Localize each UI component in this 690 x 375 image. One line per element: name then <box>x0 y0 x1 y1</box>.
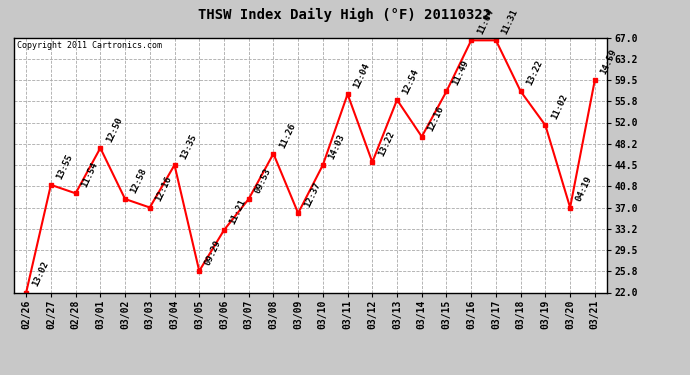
Text: 12:50: 12:50 <box>104 116 124 144</box>
Text: 13:02: 13:02 <box>30 260 50 288</box>
Text: 12:54: 12:54 <box>401 68 421 96</box>
Text: 11:31: 11:31 <box>500 8 520 36</box>
Text: 12:16: 12:16 <box>154 175 173 203</box>
Text: 13:35: 13:35 <box>179 133 198 161</box>
Text: 09:29: 09:29 <box>204 238 223 267</box>
Text: 14:03: 14:03 <box>327 133 346 161</box>
Text: 11:04: 11:04 <box>475 8 495 36</box>
Text: 11:21: 11:21 <box>228 198 248 226</box>
Text: 11:26: 11:26 <box>277 122 297 150</box>
Text: 13:22: 13:22 <box>377 130 396 158</box>
Text: 13:22: 13:22 <box>525 59 544 87</box>
Text: 12:37: 12:37 <box>302 181 322 209</box>
Text: 11:02: 11:02 <box>549 93 569 121</box>
Text: 12:04: 12:04 <box>352 62 371 90</box>
Text: 09:53: 09:53 <box>253 166 273 195</box>
Text: 11:49: 11:49 <box>451 59 470 87</box>
Text: 14:59: 14:59 <box>599 48 618 76</box>
Text: Copyright 2011 Cartronics.com: Copyright 2011 Cartronics.com <box>17 41 161 50</box>
Text: 04:19: 04:19 <box>574 175 594 203</box>
Text: 12:58: 12:58 <box>129 166 149 195</box>
Text: 11:54: 11:54 <box>80 161 99 189</box>
Text: 12:16: 12:16 <box>426 104 446 132</box>
Text: 13:55: 13:55 <box>55 153 75 181</box>
Text: THSW Index Daily High (°F) 20110322: THSW Index Daily High (°F) 20110322 <box>199 8 491 22</box>
